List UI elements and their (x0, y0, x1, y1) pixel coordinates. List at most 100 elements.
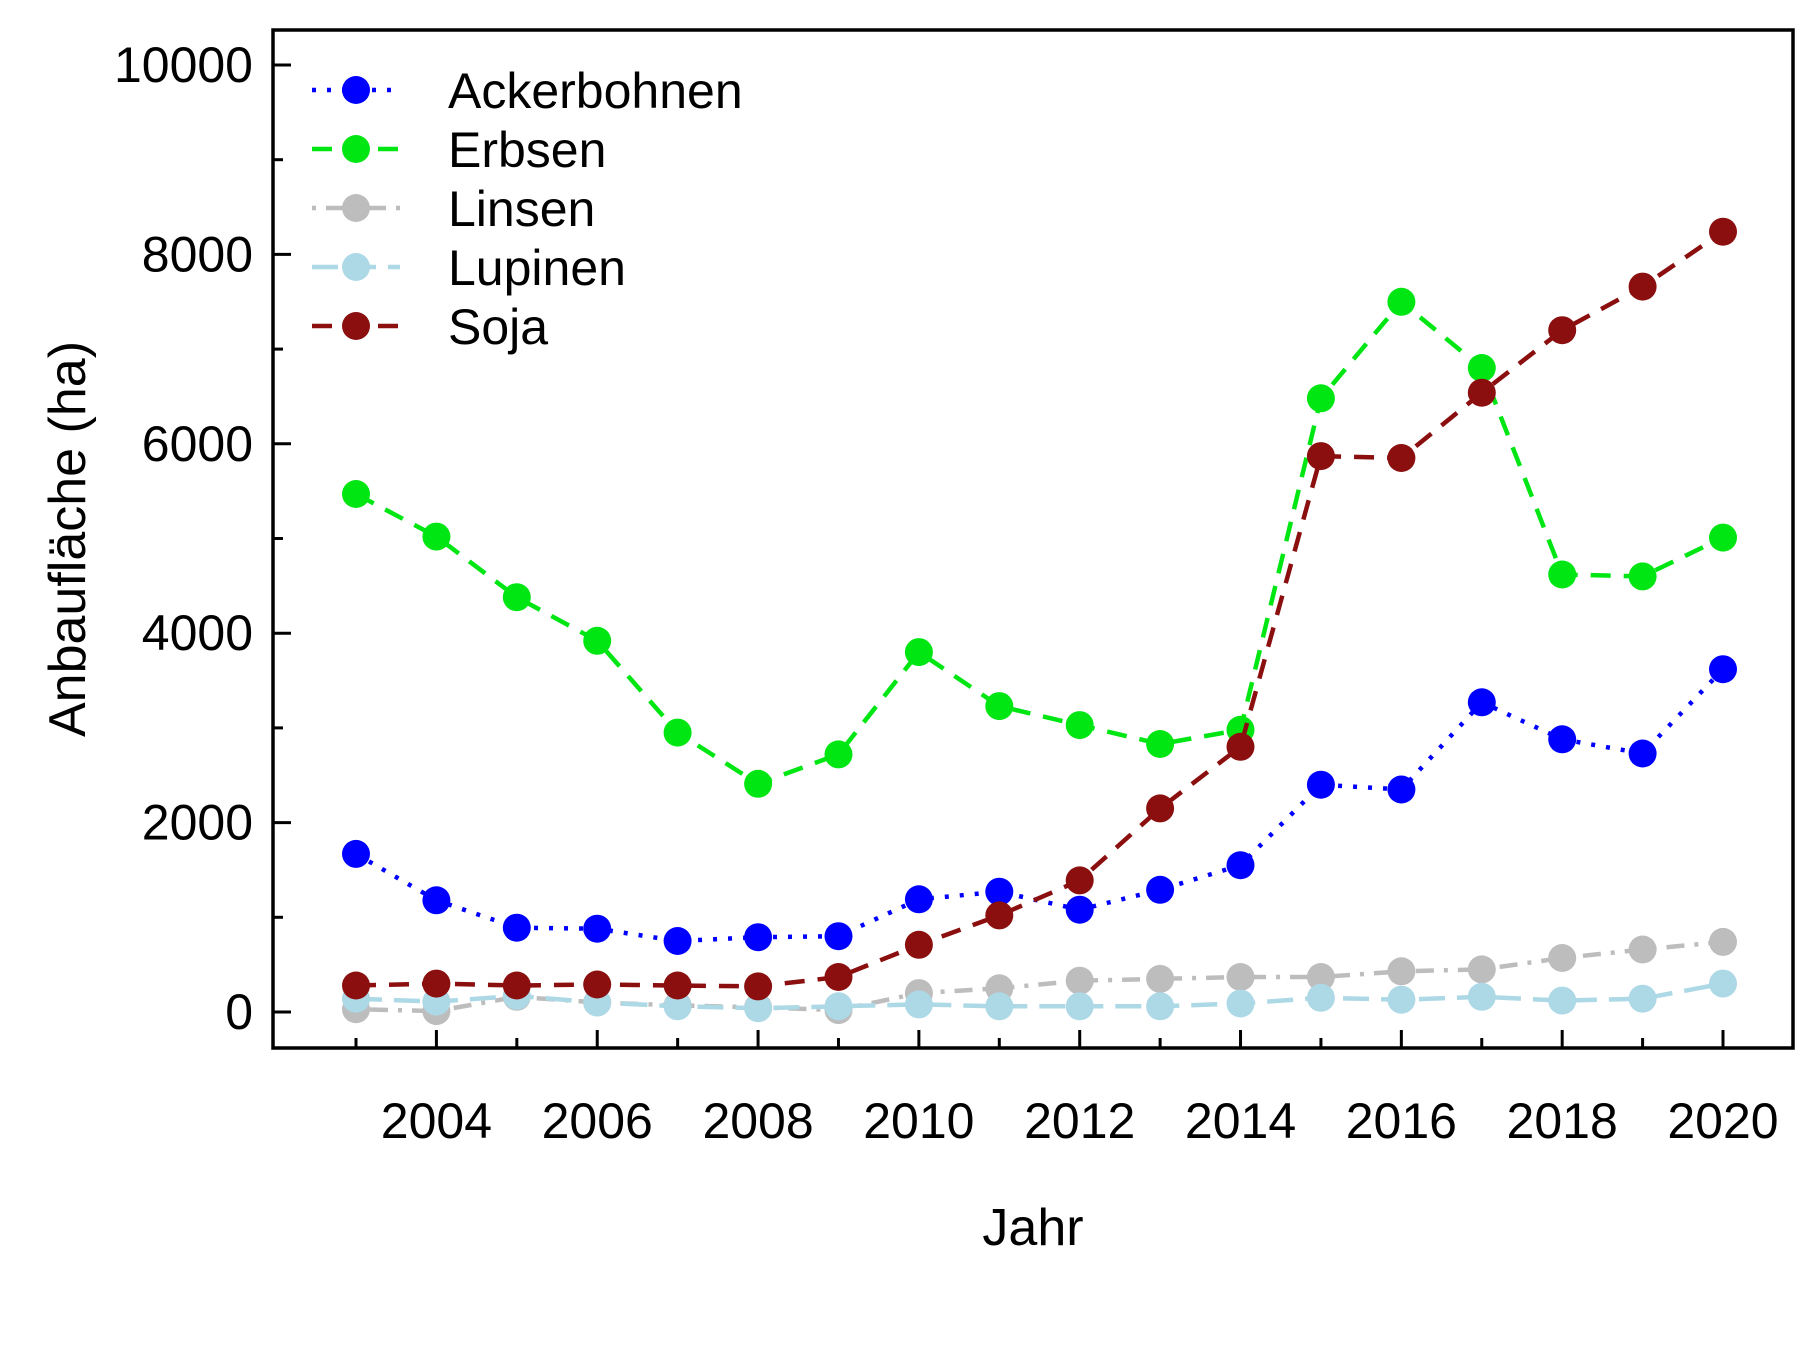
data-point (1306, 963, 1335, 991)
legend-label: Erbsen (448, 122, 606, 178)
data-point (744, 769, 773, 798)
legend-item-erbsen: Erbsen (312, 122, 606, 178)
y-axis-title: Anbaufläche (ha) (39, 341, 97, 737)
x-tick-label: 2014 (1185, 1093, 1296, 1149)
data-point (1146, 794, 1175, 823)
data-point (1628, 739, 1657, 768)
legend-marker (342, 194, 370, 222)
legend-item-soja: Soja (312, 299, 548, 355)
data-point (583, 970, 612, 999)
data-point (744, 923, 773, 952)
data-point (1387, 985, 1416, 1014)
y-tick-label: 10000 (114, 37, 253, 93)
data-point (1548, 560, 1577, 589)
y-tick-label: 8000 (142, 226, 253, 282)
x-tick-label: 2004 (381, 1093, 492, 1149)
data-point (985, 992, 1014, 1021)
data-point (663, 992, 692, 1021)
data-point (1065, 711, 1094, 740)
data-point (422, 522, 451, 551)
data-point (1548, 316, 1577, 345)
data-point (904, 930, 933, 959)
series-soja (342, 217, 1737, 1001)
series-line (354, 298, 1724, 787)
data-point (502, 583, 531, 612)
data-point (583, 626, 612, 655)
y-tick-label: 2000 (142, 795, 253, 851)
data-point (824, 740, 853, 769)
data-point (1226, 963, 1255, 991)
data-point (1709, 523, 1737, 552)
data-point (1387, 287, 1416, 316)
x-tick-label: 2018 (1507, 1093, 1618, 1149)
data-point (1146, 730, 1175, 758)
data-point (1306, 384, 1335, 413)
data-point (1628, 272, 1657, 301)
data-point (904, 885, 933, 914)
data-point (1146, 875, 1175, 904)
data-point (342, 839, 370, 868)
data-point (1467, 354, 1496, 382)
data-point (985, 692, 1014, 721)
data-point (1306, 442, 1335, 471)
legend-marker (342, 312, 370, 340)
data-point (502, 913, 531, 942)
data-point (1628, 935, 1657, 964)
y-tick-label: 4000 (142, 605, 253, 661)
data-point (1467, 688, 1496, 717)
x-axis-title: Jahr (982, 1199, 1083, 1257)
data-point (1387, 957, 1416, 986)
legend-label: Ackerbohnen (448, 63, 743, 119)
series-lupinen (342, 969, 1737, 1023)
data-point (1709, 655, 1737, 684)
data-point (744, 972, 773, 1001)
x-tick-label: 2006 (542, 1093, 653, 1149)
data-point (1548, 725, 1577, 754)
data-point (1548, 986, 1577, 1015)
data-point (1387, 444, 1416, 472)
data-point (1306, 770, 1335, 799)
legend-marker (342, 253, 370, 281)
data-point (1467, 378, 1496, 407)
data-point (1065, 895, 1094, 924)
series-line (355, 229, 1725, 989)
data-point (1628, 984, 1657, 1013)
data-point (904, 638, 933, 667)
data-point (1467, 955, 1496, 984)
y-tick-label: 6000 (142, 416, 253, 472)
legend-label: Soja (448, 299, 548, 355)
y-tick-label: 0 (225, 984, 253, 1040)
data-point (1387, 775, 1416, 804)
data-point (583, 914, 612, 943)
data-point (1065, 866, 1094, 895)
x-tick-label: 2012 (1024, 1093, 1135, 1149)
legend-label: Lupinen (448, 240, 626, 296)
data-point (342, 971, 370, 1000)
data-point (663, 718, 692, 747)
data-point (985, 901, 1014, 930)
data-point (824, 963, 853, 991)
data-point (1065, 992, 1094, 1021)
series-ackerbohnen (342, 655, 1737, 955)
data-point (1548, 944, 1577, 972)
data-point (1226, 851, 1255, 880)
series-erbsen (342, 287, 1737, 798)
data-point (342, 480, 370, 508)
data-point (1146, 992, 1175, 1021)
data-point (1628, 562, 1657, 591)
data-point (1146, 964, 1175, 993)
data-point (422, 886, 451, 915)
legend-item-lupinen: Lupinen (312, 240, 626, 296)
data-point (1467, 982, 1496, 1011)
x-tick-label: 2008 (702, 1093, 813, 1149)
x-axis: 2004 2006 2008 2010 2012 2014 2016 2018 2020 (354, 1030, 1779, 1149)
data-point (904, 990, 933, 1019)
data-point (1065, 966, 1094, 995)
y-axis: 0 2000 4000 6000 8000 10000 (114, 37, 291, 1040)
data-point (1226, 732, 1255, 761)
x-tick-label: 2020 (1667, 1093, 1778, 1149)
